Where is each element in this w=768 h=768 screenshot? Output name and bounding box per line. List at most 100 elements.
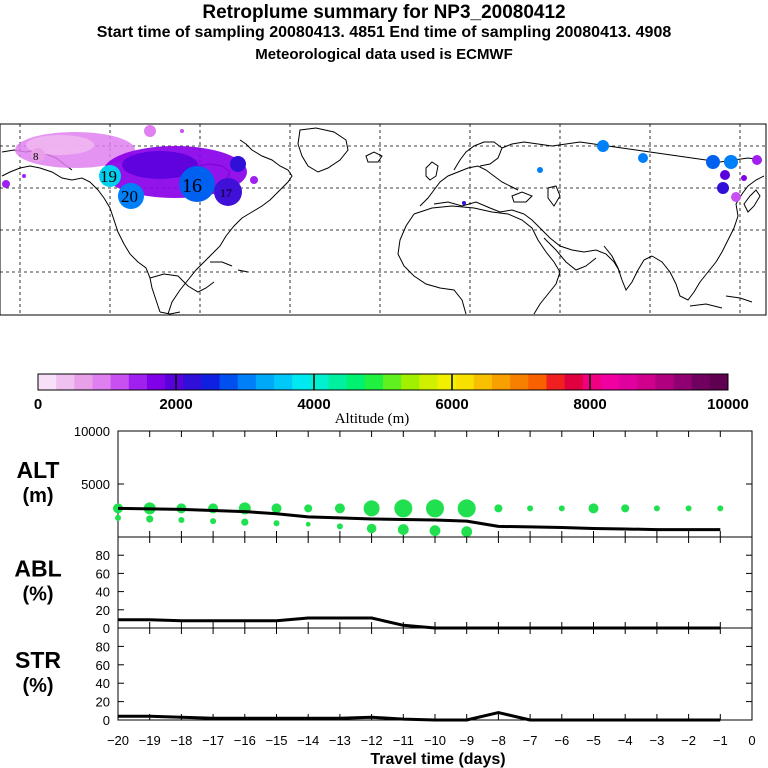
- colorbar-cell-29: [564, 374, 584, 390]
- colorbar-cell-4: [110, 374, 130, 390]
- plume-point-siberia-3: [706, 155, 720, 169]
- plume-point-east-3: [717, 182, 729, 194]
- colorbar-major-ticks: [175, 374, 591, 390]
- data-point: [653, 505, 660, 512]
- map-label-8: 8: [33, 151, 39, 163]
- colorbar-cell-32: [619, 374, 638, 390]
- colorbar-cell-37: [709, 374, 729, 390]
- colorbar-tick-label: 6000: [435, 396, 468, 413]
- data-point: [113, 503, 123, 514]
- plume-point-17: [214, 178, 242, 206]
- data-point: [271, 503, 282, 514]
- y-axis-label-line: ALT: [16, 457, 59, 483]
- colorbar-cell-30: [582, 374, 602, 390]
- coast-china-east: [721, 175, 765, 253]
- data-point: [429, 525, 441, 537]
- colorbar-cell-1: [56, 374, 75, 390]
- y-tick-label: 0: [103, 621, 110, 636]
- colorbar-frame: [37, 373, 729, 391]
- data-point: [178, 517, 185, 524]
- data-point: [588, 503, 599, 514]
- data-point: [717, 505, 724, 512]
- panel-abl: 0 20 40 60 80 ABL(%): [14, 536, 753, 636]
- plume-point-atlantic: [250, 176, 258, 184]
- data-point: [366, 523, 377, 534]
- y-axis-label-line: STR: [15, 647, 61, 673]
- map-label-20: 20: [121, 187, 138, 206]
- plume-cluster-canada-core: [122, 151, 198, 179]
- map-label-16: 16: [182, 175, 202, 197]
- y-tick-label: 40: [96, 676, 110, 691]
- data-point: [457, 499, 476, 518]
- plume-point-east-1: [752, 155, 762, 165]
- coast-central-america: [159, 311, 181, 315]
- plume-point-east-2: [720, 170, 730, 180]
- colorbar-cell-21: [419, 374, 438, 390]
- plume-point-19: [99, 165, 121, 187]
- data-point: [305, 521, 311, 527]
- coast-iceland: [365, 151, 383, 163]
- plume-point-pacific: [180, 129, 184, 133]
- colorbar-cell-19: [383, 374, 402, 390]
- coast-black-caspian: [511, 185, 561, 207]
- colorbar-cell-0: [38, 374, 57, 390]
- coast-greenland: [297, 127, 349, 173]
- retroplume-clusters: [2, 125, 762, 209]
- data-point: [494, 504, 503, 513]
- plume-point-8: [31, 148, 45, 162]
- panel-frame: [117, 627, 753, 721]
- x-tick-label: −2: [681, 733, 696, 748]
- colorbar-tick-labels: 0 2000 4000 6000 8000 10000: [34, 396, 749, 413]
- panel-alt: 5000 10000 ALT(m): [16, 424, 753, 538]
- y-axis-label-line: ABL: [14, 556, 61, 582]
- coast-us-east: [167, 193, 277, 315]
- met-data-line: Meteorological data used is ECMWF: [255, 46, 513, 63]
- data-point: [397, 524, 409, 535]
- coast-africa: [413, 205, 561, 315]
- colorbar-tick-label: 4000: [297, 396, 330, 413]
- data-point: [304, 504, 313, 513]
- plume-point-20: [118, 183, 144, 209]
- y-tick-label: 10000: [74, 424, 110, 439]
- colorbar-cell-18: [364, 374, 384, 390]
- x-tick-label: −16: [234, 733, 256, 748]
- plume-cluster-alaska-light: [26, 135, 94, 155]
- y-axis-label-line: (%): [22, 584, 53, 606]
- data-point: [115, 514, 121, 521]
- plume-point-siberia-4: [724, 155, 738, 169]
- x-tick-label: −12: [361, 733, 383, 748]
- coast-west-africa: [397, 213, 467, 315]
- coast-middle-east: [523, 213, 621, 273]
- coast-arabia: [543, 237, 597, 271]
- data-point: [241, 518, 249, 526]
- chart-title: Retroplume summary for NP3_20080412: [202, 2, 566, 23]
- coast-europe: [419, 165, 519, 207]
- x-tick-label: −14: [297, 733, 319, 748]
- data-point: [273, 520, 280, 527]
- coast-mediterranean: [433, 201, 525, 215]
- x-tick-label: −1: [713, 733, 728, 748]
- data-point: [363, 500, 380, 517]
- x-tick-label: −15: [265, 733, 287, 748]
- coast-scandinavia: [453, 141, 503, 171]
- colorbar-cell-10: [219, 374, 239, 390]
- x-tick-label: −19: [139, 733, 161, 748]
- x-tick-label: −13: [329, 733, 351, 748]
- data-point: [685, 505, 692, 512]
- plume-point-siberia-1: [597, 140, 609, 152]
- plume-point-siberia-2: [638, 153, 648, 163]
- colorbar-cell-22: [437, 374, 457, 390]
- colorbar-cell-24: [473, 374, 493, 390]
- data-point: [210, 518, 217, 525]
- coast-caribbean: [210, 261, 249, 273]
- plume-point-alaska-1: [144, 125, 156, 137]
- x-tick-label: 0: [748, 733, 755, 748]
- data-point: [394, 499, 413, 518]
- colorbar-cell-13: [274, 374, 293, 390]
- coast-japan: [743, 189, 761, 213]
- coast-gulf-mexico: [149, 273, 215, 293]
- x-tick-label: −5: [586, 733, 601, 748]
- map-label-17: 17: [220, 186, 232, 200]
- x-axis-label: Travel time (days): [370, 751, 505, 768]
